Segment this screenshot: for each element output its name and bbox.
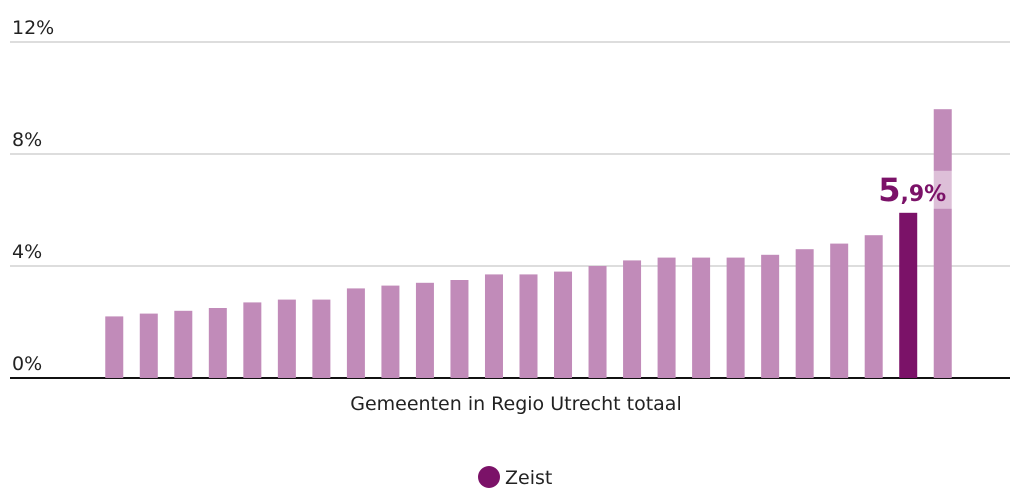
y-tick-label: 0% <box>12 353 42 375</box>
bar <box>623 260 642 378</box>
bar <box>450 280 469 378</box>
bar <box>346 288 365 378</box>
x-axis-label: Gemeenten in Regio Utrecht totaal <box>350 393 681 415</box>
bar <box>208 308 227 378</box>
y-tick-label: 8% <box>12 129 42 151</box>
bar <box>484 274 503 378</box>
legend-swatch <box>478 466 500 488</box>
legend-label: Zeist <box>505 467 552 488</box>
label-background <box>876 170 957 209</box>
bar <box>139 313 158 378</box>
bar <box>105 316 124 378</box>
y-tick-label: 4% <box>12 241 42 263</box>
bar <box>692 257 711 378</box>
bar <box>174 310 193 378</box>
bar <box>795 249 814 378</box>
bar <box>519 274 538 378</box>
value-label: 5,9% <box>878 171 946 209</box>
bar <box>933 109 952 378</box>
bar <box>761 254 780 378</box>
bar <box>588 266 607 378</box>
bar <box>381 285 400 378</box>
bar <box>864 235 883 378</box>
bar <box>243 302 262 378</box>
bar <box>830 243 849 378</box>
bar <box>726 257 745 378</box>
bar <box>657 257 676 378</box>
y-tick-label: 12% <box>12 17 54 39</box>
bar <box>277 299 296 378</box>
bar <box>312 299 331 378</box>
bar <box>554 271 573 378</box>
bar <box>899 212 918 378</box>
bar <box>415 282 434 378</box>
